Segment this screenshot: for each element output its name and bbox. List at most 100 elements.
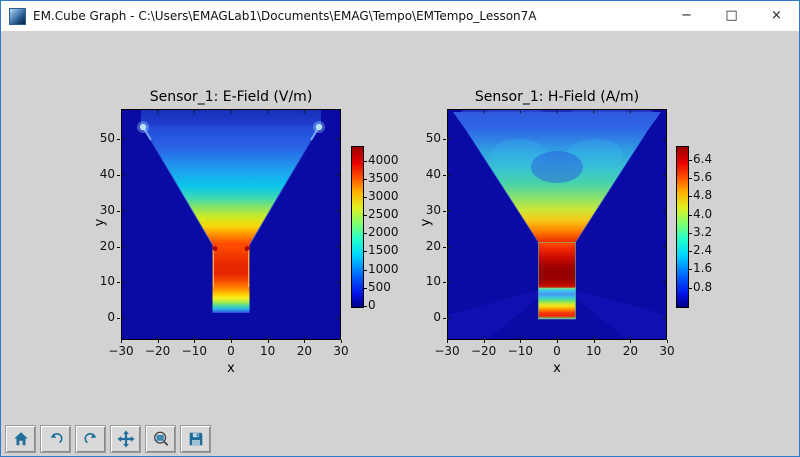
colorbar-tick-label: 6.4: [693, 151, 713, 166]
plot-title-hfield: Sensor_1: H-Field (A/m): [474, 89, 640, 105]
x-tick-mark: [157, 340, 159, 343]
x-tick-label: 20: [296, 344, 312, 358]
plot-toolbar: [5, 425, 211, 453]
colorbar-tick-label: 2000: [368, 225, 399, 240]
undo-icon: [50, 433, 62, 444]
y-tick-mark: [443, 318, 446, 320]
y-tick-mark: [117, 210, 120, 212]
x-tick-mark: [267, 340, 269, 343]
title-bar[interactable]: EM.Cube Graph - C:\Users\EMAGLab1\Docume…: [1, 1, 799, 32]
colorbar-tick-mark: [364, 251, 367, 253]
colorbar-tick-mark: [689, 269, 692, 271]
y-tick-mark: [117, 139, 120, 141]
pan-button[interactable]: [110, 425, 141, 453]
x-tick-label: −10: [181, 344, 207, 358]
plot-title-efield: Sensor_1: E-Field (V/m): [149, 89, 313, 105]
minimize-icon: −: [681, 8, 692, 23]
zoom-rect-icon: [153, 431, 168, 446]
save-button[interactable]: [180, 425, 211, 453]
y-tick-mark: [443, 139, 446, 141]
home-button[interactable]: [5, 425, 36, 453]
x-tick-mark: [483, 340, 485, 343]
x-tick-label: 10: [260, 344, 276, 358]
x-tick-mark: [341, 340, 342, 343]
colorbar-tick-label: 4.0: [693, 206, 713, 221]
back-button[interactable]: [40, 425, 71, 453]
colorbar-tick-label: 1500: [368, 243, 399, 258]
home-icon: [13, 432, 28, 446]
colorbar-tick-mark: [689, 232, 692, 234]
y-tick-mark: [443, 246, 446, 248]
y-tick-label: 10: [99, 274, 115, 289]
y-tick-label: 20: [425, 238, 441, 253]
colorbar-tick-mark: [364, 178, 367, 180]
x-tick-label: 10: [586, 344, 602, 358]
x-tick-label: 20: [622, 344, 638, 358]
colorbar-tick-label: 2500: [368, 207, 399, 222]
colorbar-tick-mark: [689, 178, 692, 179]
colorbar-tick-label: 3500: [368, 170, 399, 185]
x-tick-label: −30: [108, 344, 134, 358]
close-button[interactable]: ×: [754, 1, 799, 30]
colorbar-tick-mark: [364, 196, 367, 198]
x-tick-mark: [121, 340, 122, 343]
forward-button[interactable]: [75, 425, 106, 453]
y-tick-label: 40: [425, 166, 441, 181]
colorbar-tick-mark: [364, 215, 367, 217]
y-tick-label: 40: [99, 166, 115, 181]
x-tick-label: −20: [144, 344, 171, 358]
x-tick-mark: [447, 340, 448, 343]
colorbar-tick-mark: [364, 160, 367, 162]
colorbar-tick-label: 5.6: [693, 170, 713, 184]
colorbar-tick-mark: [689, 251, 692, 253]
colorbar-efield: [351, 146, 364, 308]
x-tick-label: 30: [659, 344, 675, 358]
xaxis-label-hfield: x: [553, 361, 561, 376]
x-tick-label: 30: [333, 344, 349, 358]
minimize-button[interactable]: −: [664, 1, 709, 30]
heatmap-efield[interactable]: [121, 109, 341, 340]
x-tick-mark: [231, 340, 232, 343]
y-tick-label: 30: [99, 202, 115, 217]
y-tick-label: 30: [425, 202, 441, 217]
colorbar-tick-label: 4000: [368, 152, 399, 167]
zoom-button[interactable]: [145, 425, 176, 453]
colorbar-tick-label: 4.8: [693, 188, 713, 203]
colorbar-tick-label: 0: [368, 298, 376, 312]
x-tick-label: 0: [553, 344, 561, 358]
app-icon: [9, 7, 26, 25]
colorbar-tick-mark: [364, 233, 367, 235]
y-tick-label: 0: [107, 310, 115, 325]
close-icon: ×: [771, 8, 782, 23]
y-tick-label: 50: [99, 131, 115, 146]
colorbar-tick-mark: [689, 287, 692, 289]
window-title: EM.Cube Graph - C:\Users\EMAGLab1\Docume…: [33, 9, 537, 23]
colorbar-tick-label: 1.6: [693, 261, 713, 276]
x-tick-mark: [304, 340, 306, 343]
x-tick-mark: [667, 340, 668, 343]
colorbar-tick-mark: [364, 306, 367, 307]
y-tick-mark: [117, 282, 120, 284]
colorbar-tick-mark: [364, 287, 367, 289]
window-controls: − □ ×: [664, 1, 799, 30]
x-tick-mark: [520, 340, 522, 343]
colorbar-tick-label: 1000: [368, 261, 399, 276]
maximize-button[interactable]: □: [709, 1, 754, 30]
colorbar-tick-label: 2.4: [693, 243, 713, 258]
heatmap-hfield[interactable]: [447, 109, 667, 340]
figure-canvas: Sensor_1: E-Field (V/m) Sensor_1: H-Fiel…: [1, 31, 799, 456]
x-tick-mark: [593, 340, 595, 343]
y-tick-label: 50: [425, 131, 441, 146]
y-tick-label: 0: [433, 310, 441, 325]
colorbar-tick-label: 3.2: [693, 224, 713, 239]
colorbar-hfield: [676, 146, 689, 308]
colorbar-tick-mark: [689, 196, 692, 198]
y-tick-mark: [443, 282, 446, 284]
redo-icon: [84, 433, 96, 444]
save-icon: [189, 432, 202, 446]
maximize-icon: □: [725, 8, 738, 23]
x-tick-label: −10: [507, 344, 533, 358]
y-tick-label: 20: [99, 238, 115, 253]
colorbar-tick-label: 0.8: [693, 279, 713, 294]
